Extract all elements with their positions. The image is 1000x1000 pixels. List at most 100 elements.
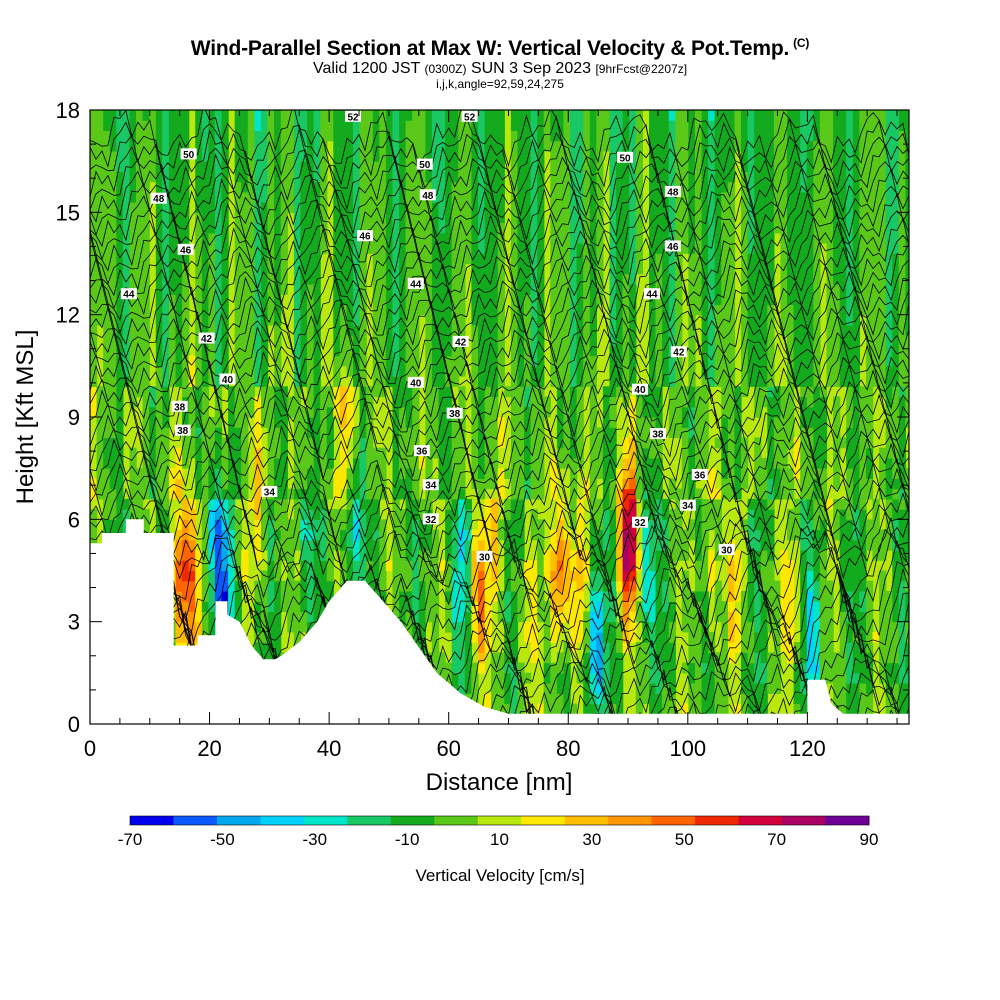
field-cell xyxy=(274,580,282,592)
field-cell xyxy=(346,498,354,510)
field-cell xyxy=(175,621,183,633)
field-cell xyxy=(208,120,216,131)
field-cell xyxy=(241,406,249,418)
field-cell xyxy=(556,652,565,664)
field-cell xyxy=(162,120,170,131)
field-cell xyxy=(616,570,624,582)
field-cell xyxy=(221,222,229,234)
field-cell xyxy=(596,120,604,131)
field-cell xyxy=(510,427,519,438)
field-cell xyxy=(116,365,124,377)
field-cell xyxy=(346,120,354,131)
field-cell xyxy=(517,365,525,377)
field-cell xyxy=(688,335,696,346)
field-cell xyxy=(136,202,144,213)
field-cell xyxy=(399,243,407,254)
field-cell xyxy=(550,304,558,316)
field-cell xyxy=(629,335,637,346)
field-cell xyxy=(708,222,716,234)
field-cell xyxy=(616,222,624,234)
field-cell xyxy=(504,591,512,602)
field-cell xyxy=(359,202,367,213)
field-cell xyxy=(662,376,670,387)
field-cell xyxy=(583,212,591,224)
field-cell xyxy=(425,130,433,142)
field-cell xyxy=(208,253,216,265)
field-cell xyxy=(155,304,163,316)
field-cell xyxy=(313,457,321,469)
field-cell xyxy=(307,150,315,162)
field-cell xyxy=(517,488,525,500)
field-cell xyxy=(741,478,749,490)
field-cell xyxy=(103,468,111,479)
field-cell xyxy=(267,580,275,592)
field-cell xyxy=(353,345,361,357)
field-cell xyxy=(478,140,486,152)
field-cell xyxy=(556,314,565,326)
field-cell xyxy=(201,539,209,551)
field-cell xyxy=(241,396,249,408)
field-cell xyxy=(339,150,348,162)
field-cell xyxy=(570,376,578,387)
field-cell xyxy=(346,212,354,224)
field-cell xyxy=(431,539,440,551)
field-cell xyxy=(300,376,308,387)
field-cell xyxy=(524,468,532,479)
field-cell xyxy=(208,212,216,224)
field-cell xyxy=(464,161,472,172)
field-cell xyxy=(517,580,525,592)
field-cell xyxy=(675,498,683,510)
field-cell xyxy=(155,324,163,336)
field-cell xyxy=(221,539,229,551)
field-cell xyxy=(188,437,196,449)
field-cell xyxy=(300,253,308,265)
field-cell xyxy=(103,161,111,172)
field-cell xyxy=(570,140,578,152)
field-cell xyxy=(372,171,380,183)
field-cell xyxy=(307,437,315,449)
field-cell xyxy=(701,150,709,162)
field-cell xyxy=(570,171,578,183)
field-cell xyxy=(366,550,374,561)
field-cell xyxy=(517,468,525,479)
field-cell xyxy=(182,171,190,183)
field-cell xyxy=(727,140,736,152)
field-cell xyxy=(589,222,597,234)
field-cell xyxy=(556,243,565,254)
field-cell xyxy=(478,560,486,572)
field-cell xyxy=(208,284,216,295)
field-cell xyxy=(484,130,492,142)
field-cell xyxy=(136,478,144,490)
field-cell xyxy=(122,314,131,326)
field-cell xyxy=(129,324,137,336)
field-cell xyxy=(491,120,499,131)
field-cell xyxy=(247,294,255,305)
field-cell xyxy=(96,396,104,408)
field-cell xyxy=(182,519,190,531)
field-cell xyxy=(668,171,676,183)
field-cell xyxy=(471,611,479,623)
field-cell xyxy=(741,631,749,643)
field-cell xyxy=(688,222,696,234)
field-cell xyxy=(471,222,479,234)
field-cell xyxy=(589,529,597,541)
field-cell xyxy=(524,365,532,377)
field-cell xyxy=(622,550,630,561)
field-cell xyxy=(570,243,578,254)
field-cell xyxy=(333,345,341,357)
field-cell xyxy=(681,611,689,623)
field-cell xyxy=(274,601,282,612)
field-cell xyxy=(458,304,466,316)
field-cell xyxy=(570,294,578,305)
field-cell xyxy=(688,693,696,705)
field-cell xyxy=(96,130,104,142)
field-cell xyxy=(655,509,663,520)
field-cell xyxy=(668,601,676,612)
field-cell xyxy=(155,284,163,295)
field-cell xyxy=(431,376,440,387)
field-cell xyxy=(583,253,591,265)
field-cell xyxy=(366,437,374,449)
field-cell xyxy=(655,386,663,398)
field-cell xyxy=(622,324,630,336)
field-cell xyxy=(234,437,242,449)
